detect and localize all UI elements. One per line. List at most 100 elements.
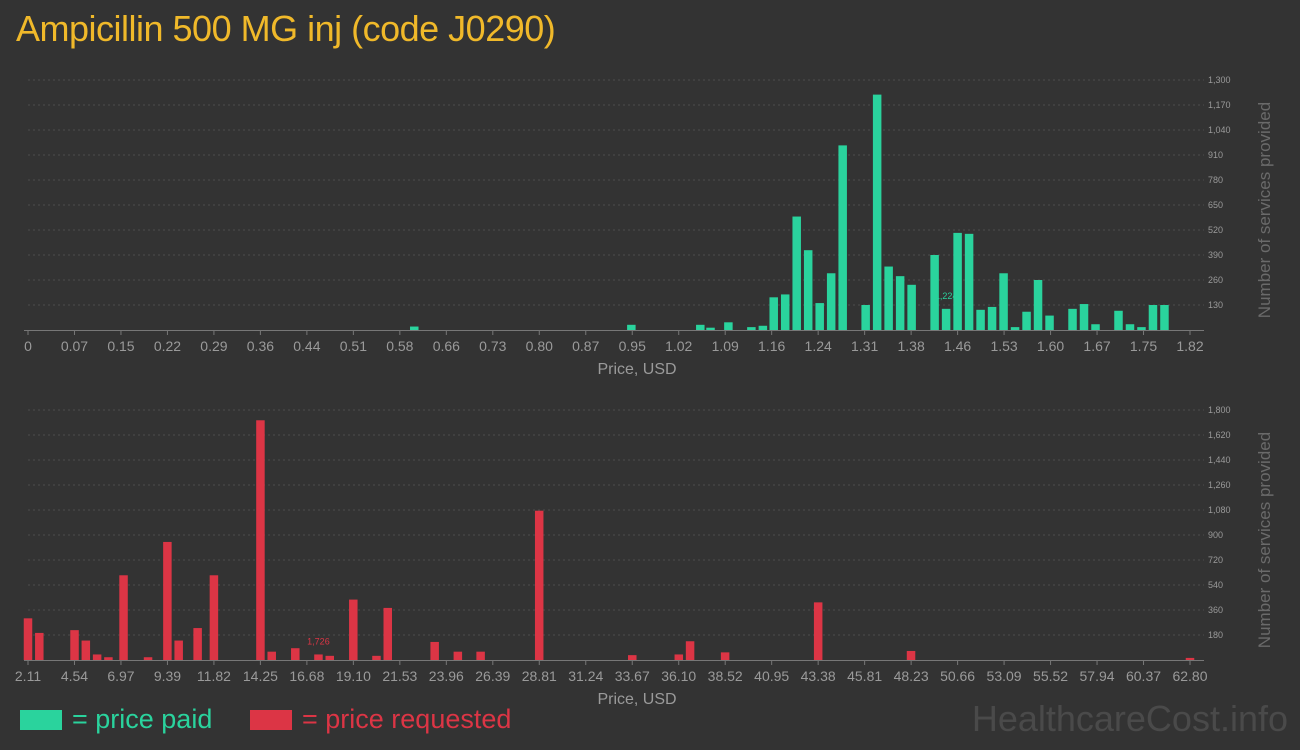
x-tick-label: 28.81: [522, 668, 557, 684]
x-tick-label: 1.53: [990, 338, 1017, 354]
data-bar: [706, 327, 715, 330]
y-tick-label: 910: [1208, 150, 1223, 160]
x-tick-label: 26.39: [475, 668, 510, 684]
data-bar: [815, 303, 824, 330]
y-tick-label: 520: [1208, 225, 1223, 235]
x-tick-label: 0.73: [479, 338, 506, 354]
y-tick-label: 1,440: [1208, 455, 1231, 465]
x-tick-label: 31.24: [568, 668, 603, 684]
data-bar: [1022, 311, 1031, 330]
y-tick-label: 650: [1208, 200, 1223, 210]
page-title: Ampicillin 500 MG inj (code J0290): [16, 8, 556, 49]
x-tick-label: 1.31: [851, 338, 878, 354]
peak-value-label: 1,224: [935, 291, 958, 301]
y-tick-label: 1,080: [1208, 505, 1231, 515]
data-bar: [826, 273, 836, 330]
x-tick-label: 48.23: [894, 668, 929, 684]
legend-paid-label: = price paid: [72, 704, 213, 734]
x-tick-label: 1.16: [758, 338, 785, 354]
data-bar: [383, 607, 393, 660]
x-tick-label: 53.09: [987, 668, 1022, 684]
x-tick-label: 21.53: [382, 668, 417, 684]
x-tick-label: 33.67: [615, 668, 650, 684]
x-tick-label: 57.94: [1080, 668, 1115, 684]
x-tick-label: 4.54: [61, 668, 88, 684]
data-bar: [1185, 657, 1195, 660]
legend-price-paid: = price paid: [20, 704, 212, 735]
price-paid-chart: 130 260 390 520 650 780 910 1,040 1,170 1,300 0 0.0…: [24, 75, 1274, 378]
data-bar: [267, 651, 276, 660]
y-tick-label: 1,800: [1208, 405, 1231, 415]
data-bar: [674, 654, 684, 660]
data-bar: [941, 308, 951, 330]
data-bar: [476, 651, 485, 660]
data-bar: [720, 652, 730, 660]
y-axis-label: Number of services provided: [1255, 432, 1274, 648]
data-bar: [372, 655, 381, 660]
y-tick-label: 1,040: [1208, 125, 1231, 135]
data-bar: [872, 94, 882, 330]
y-tick-label: 1,260: [1208, 480, 1231, 490]
data-bar: [430, 641, 439, 660]
x-tick-label: 14.25: [243, 668, 278, 684]
data-bar: [193, 628, 202, 660]
data-bar: [143, 657, 153, 660]
x-tick-label: 11.82: [197, 668, 231, 684]
x-tick-label: 55.52: [1033, 668, 1068, 684]
data-bar: [70, 630, 79, 660]
data-bar: [349, 599, 358, 660]
x-tick-label: 9.39: [154, 668, 181, 684]
y-tick-label: 1,300: [1208, 75, 1231, 85]
data-bar: [174, 640, 183, 660]
data-bar: [1068, 308, 1077, 330]
data-bar: [209, 575, 219, 660]
y-tick-label: 780: [1208, 175, 1223, 185]
data-bar: [769, 297, 778, 330]
y-axis-label: Number of services provided: [1255, 102, 1274, 318]
y-tick-label: 260: [1208, 275, 1223, 285]
x-tick-label: 6.97: [107, 668, 134, 684]
x-tick-label: 38.52: [708, 668, 743, 684]
y-tick-label: 1,620: [1208, 430, 1231, 440]
x-tick-label: 0.44: [293, 338, 320, 354]
x-tick-label: 1.02: [665, 338, 692, 354]
y-tick-label: 720: [1208, 555, 1223, 565]
data-bar: [884, 266, 893, 330]
y-tick-label: 390: [1208, 250, 1223, 260]
x-tick-label: 1.09: [712, 338, 739, 354]
data-bar: [685, 641, 695, 660]
data-bar: [906, 650, 916, 660]
x-tick-label: 1.46: [944, 338, 971, 354]
x-tick-label: 43.38: [801, 668, 836, 684]
site-watermark: HealthcareCost.info: [971, 698, 1288, 739]
x-tick-label: 60.37: [1126, 668, 1161, 684]
data-bar: [1125, 324, 1135, 330]
data-bar: [163, 541, 172, 660]
x-tick-label: 45.81: [847, 668, 882, 684]
data-bar: [1160, 305, 1169, 330]
data-bar: [907, 284, 916, 330]
data-bar: [1091, 324, 1100, 330]
x-tick-label: 1.67: [1083, 338, 1110, 354]
data-bar: [696, 324, 705, 330]
x-tick-label: 0.22: [154, 338, 181, 354]
x-tick-label: 0.66: [433, 338, 460, 354]
x-tick-label: 0.15: [107, 338, 134, 354]
legend-requested-label: = price requested: [302, 704, 512, 734]
x-tick-label: 1.60: [1037, 338, 1064, 354]
data-bar: [628, 655, 637, 660]
y-tick-label: 360: [1208, 605, 1223, 615]
peak-value-label: 1,726: [307, 636, 330, 646]
data-bar: [792, 216, 801, 330]
x-tick-label: 50.66: [940, 668, 975, 684]
data-bar: [291, 648, 300, 660]
data-bar: [930, 255, 939, 330]
x-tick-label: 0.95: [619, 338, 646, 354]
data-bar: [747, 327, 756, 330]
data-bar: [838, 145, 847, 330]
data-bar: [314, 654, 323, 660]
data-bar: [81, 640, 91, 660]
data-bar: [724, 322, 733, 330]
data-bar: [104, 657, 113, 660]
x-tick-label: 1.24: [805, 338, 832, 354]
